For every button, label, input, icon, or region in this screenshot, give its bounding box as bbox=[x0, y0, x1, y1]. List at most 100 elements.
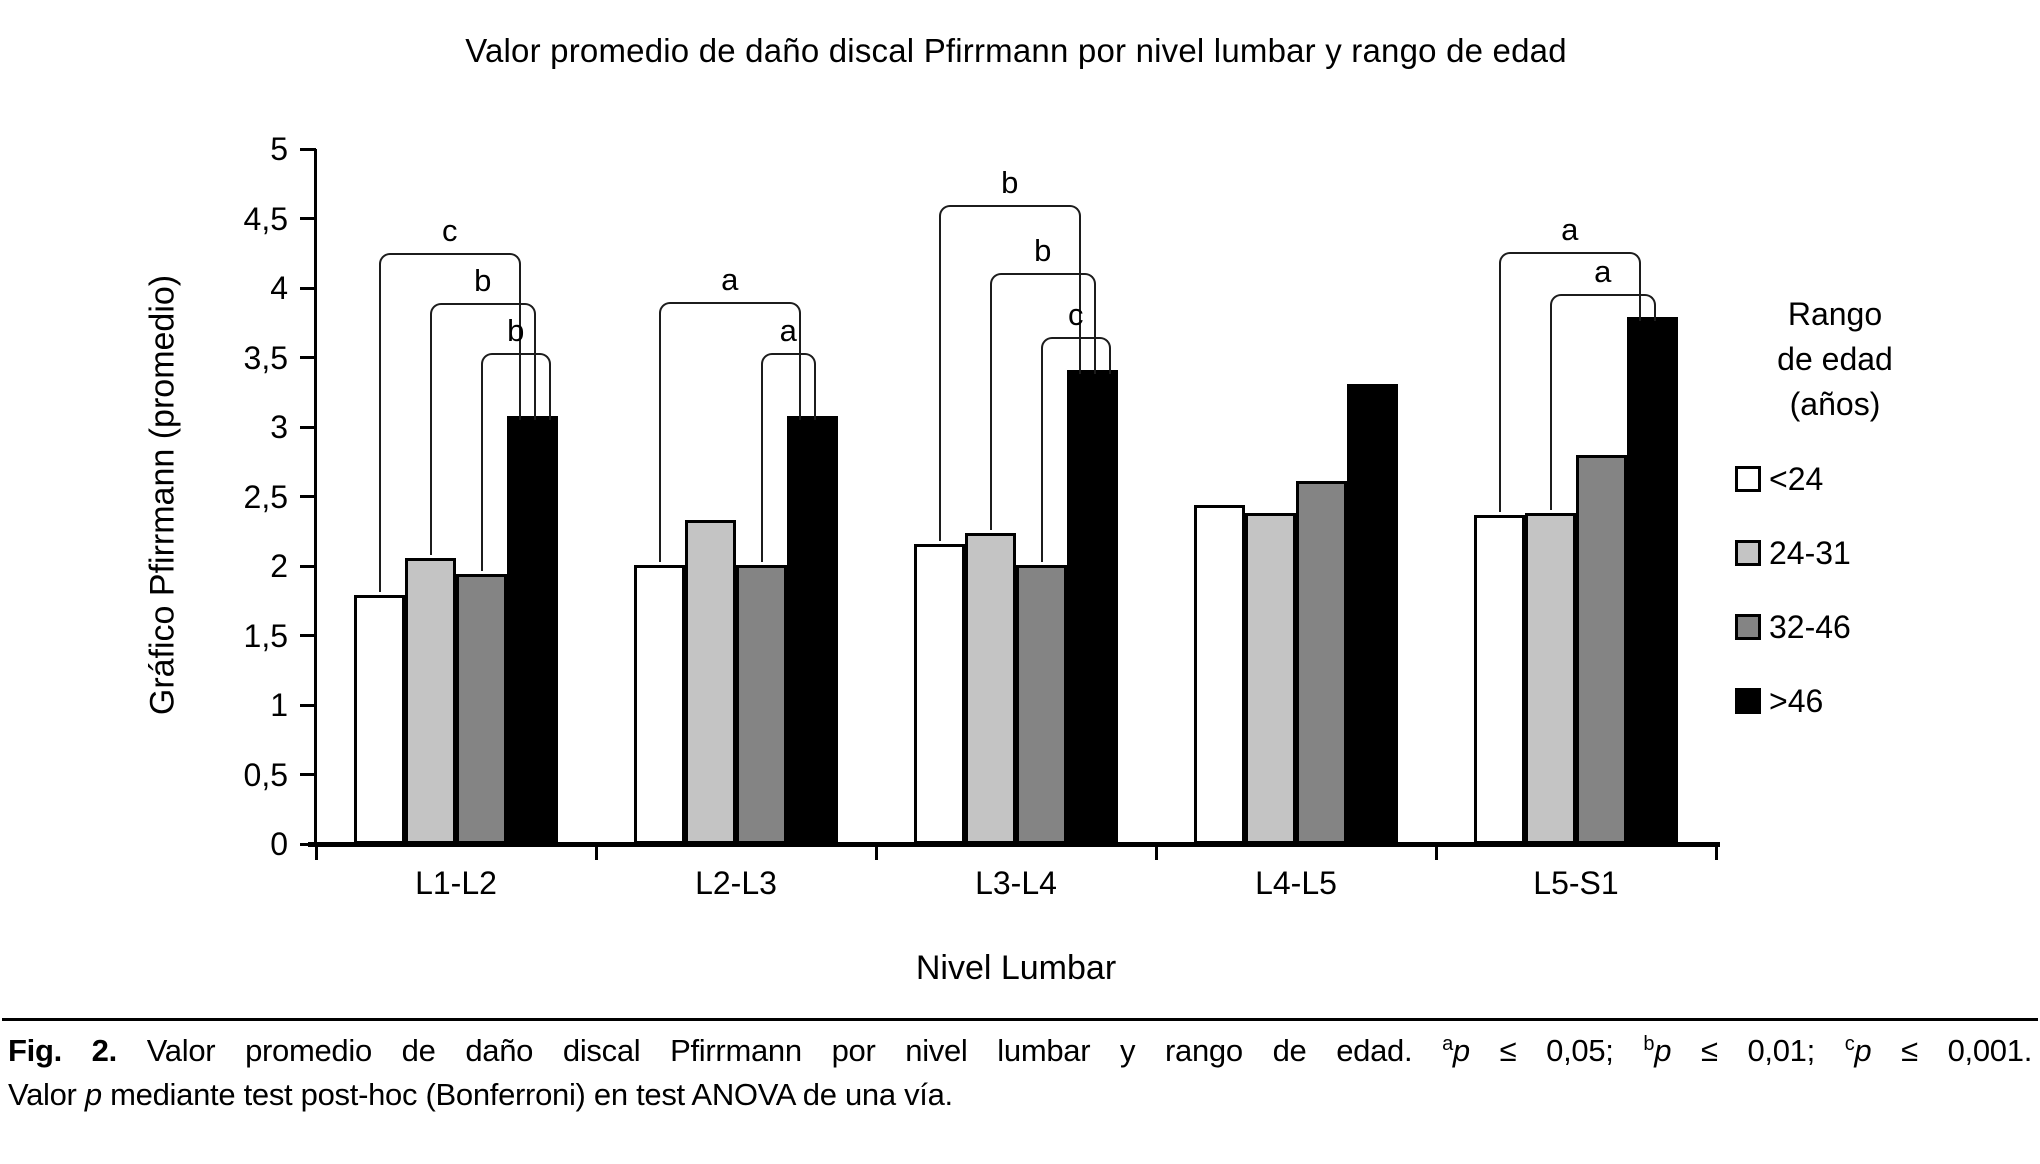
y-tick bbox=[300, 703, 316, 707]
significance-bracket bbox=[378, 253, 521, 420]
y-tick-label: 2 bbox=[270, 548, 288, 584]
legend-items: <24 24-31 32-46 >46 bbox=[1735, 457, 1985, 723]
caption-text-run: p bbox=[1654, 1033, 1672, 1068]
bar bbox=[736, 564, 787, 844]
caption-text-run: p bbox=[1452, 1033, 1470, 1068]
figure-caption: Fig. 2. Valor promedio de daño discal Pf… bbox=[0, 1018, 2040, 1115]
x-category-label: L4-L5 bbox=[1255, 865, 1337, 901]
bar bbox=[1194, 504, 1245, 844]
significance-bracket-leg bbox=[1549, 321, 1552, 511]
caption-text-run: Valor promedio de daño discal Pfirrmann … bbox=[116, 1033, 1443, 1068]
caption-text-run: ≤ 0,01; bbox=[1671, 1033, 1845, 1068]
legend-swatch-icon bbox=[1735, 688, 1761, 714]
caption-line-1: Fig. 2. Valor promedio de daño discal Pf… bbox=[0, 1031, 2040, 1075]
chart-title: Valor promedio de daño discal Pfirrmann … bbox=[465, 32, 1567, 69]
legend-item: >46 bbox=[1735, 679, 1985, 723]
plot-area: Nivel Lumbar 5 4,5 4 3,5 3 2,5 2 1,5 1 0,5 0 L1-L2 L… bbox=[244, 131, 1720, 987]
significance-bracket bbox=[1549, 293, 1656, 322]
y-tick bbox=[300, 217, 316, 220]
legend-title-line: de edad bbox=[1777, 341, 1893, 377]
y-axis-title: Gráfico Pfirrmann (promedio) bbox=[143, 274, 182, 716]
legend: Rango de edad (años) <24 24-31 32-46 >46 bbox=[1735, 292, 1985, 723]
bar bbox=[787, 415, 838, 844]
bar bbox=[1347, 383, 1398, 844]
bar bbox=[634, 564, 685, 844]
bar bbox=[1525, 513, 1576, 844]
y-tick bbox=[300, 425, 316, 429]
y-tick-label: 0,5 bbox=[243, 756, 288, 793]
legend-swatch-icon bbox=[1735, 540, 1761, 566]
y-tick-label: 2,5 bbox=[243, 478, 288, 515]
bar bbox=[965, 532, 1016, 844]
bar bbox=[507, 415, 558, 844]
x-category-label: L1-L2 bbox=[415, 865, 497, 901]
legend-item: 24-31 bbox=[1735, 531, 1985, 575]
caption-text-run: p bbox=[84, 1077, 102, 1112]
caption-text-run: p bbox=[1854, 1033, 1872, 1068]
bar bbox=[1245, 513, 1296, 844]
significance-bracket-leg bbox=[658, 419, 661, 562]
bar bbox=[1474, 514, 1525, 844]
y-tick bbox=[300, 773, 316, 776]
legend-item: 32-46 bbox=[1735, 605, 1985, 649]
caption-text-run: b bbox=[1643, 1033, 1655, 1055]
legend-label: 24-31 bbox=[1769, 534, 1851, 571]
y-tick-label: 3,5 bbox=[243, 339, 288, 376]
significance-bracket bbox=[1498, 251, 1641, 322]
significance-bracket-label: b bbox=[1034, 232, 1052, 268]
y-tick-label: 0 bbox=[270, 826, 288, 862]
significance-bracket bbox=[1040, 336, 1111, 374]
y-tick-label: 1,5 bbox=[243, 617, 288, 654]
significance-bracket bbox=[938, 204, 1081, 374]
bar bbox=[354, 595, 405, 844]
x-tick bbox=[1434, 847, 1438, 860]
x-tick bbox=[314, 847, 318, 860]
y-tick-label: 5 bbox=[270, 131, 288, 167]
significance-bracket-leg bbox=[760, 419, 763, 562]
significance-bracket-leg bbox=[989, 374, 992, 530]
bar bbox=[405, 557, 456, 844]
caption-text-run: Valor bbox=[8, 1077, 85, 1112]
bar bbox=[914, 543, 965, 844]
bar bbox=[1067, 370, 1118, 844]
significance-bracket bbox=[760, 353, 816, 420]
x-tick bbox=[1714, 847, 1718, 860]
y-tick bbox=[300, 495, 316, 498]
x-tick bbox=[1154, 847, 1158, 860]
legend-label: 32-46 bbox=[1769, 608, 1851, 645]
significance-bracket bbox=[658, 301, 801, 420]
significance-bracket-leg bbox=[1498, 321, 1501, 512]
significance-bracket-label: c bbox=[1068, 296, 1084, 332]
x-axis-title: Nivel Lumbar bbox=[915, 949, 1117, 987]
caption-text-run: mediante test post-hoc (Bonferroni) en t… bbox=[101, 1077, 953, 1112]
x-tick bbox=[594, 847, 598, 860]
y-tick bbox=[300, 634, 316, 637]
significance-bracket-leg bbox=[1040, 374, 1043, 562]
significance-bracket-leg bbox=[938, 374, 941, 541]
y-tick-label: 4,5 bbox=[243, 200, 288, 237]
y-tick-label: 1 bbox=[270, 687, 288, 723]
bar bbox=[1627, 317, 1678, 844]
significance-bracket-label: b bbox=[474, 263, 492, 299]
bar bbox=[1016, 564, 1067, 844]
legend-label: >46 bbox=[1769, 682, 1824, 719]
bar bbox=[685, 520, 736, 844]
y-tick bbox=[300, 356, 316, 359]
x-category-label: L3-L4 bbox=[975, 865, 1057, 901]
x-tick bbox=[874, 847, 878, 860]
significance-bracket-label: a bbox=[779, 313, 797, 349]
x-category-label: L5-S1 bbox=[1533, 865, 1619, 901]
significance-bracket-leg bbox=[429, 419, 432, 555]
bar bbox=[1576, 454, 1627, 844]
bar bbox=[456, 574, 507, 844]
y-tick-label: 3 bbox=[270, 409, 288, 445]
caption-text-run: c bbox=[1844, 1033, 1855, 1055]
significance-bracket bbox=[480, 353, 551, 420]
y-tick-label: 4 bbox=[270, 270, 288, 306]
caption-rule bbox=[2, 1018, 2038, 1021]
y-tick bbox=[300, 564, 316, 568]
y-tick bbox=[300, 286, 316, 290]
significance-bracket-label: b bbox=[507, 313, 525, 349]
significance-bracket-label: a bbox=[721, 261, 739, 297]
significance-bracket bbox=[989, 272, 1096, 374]
